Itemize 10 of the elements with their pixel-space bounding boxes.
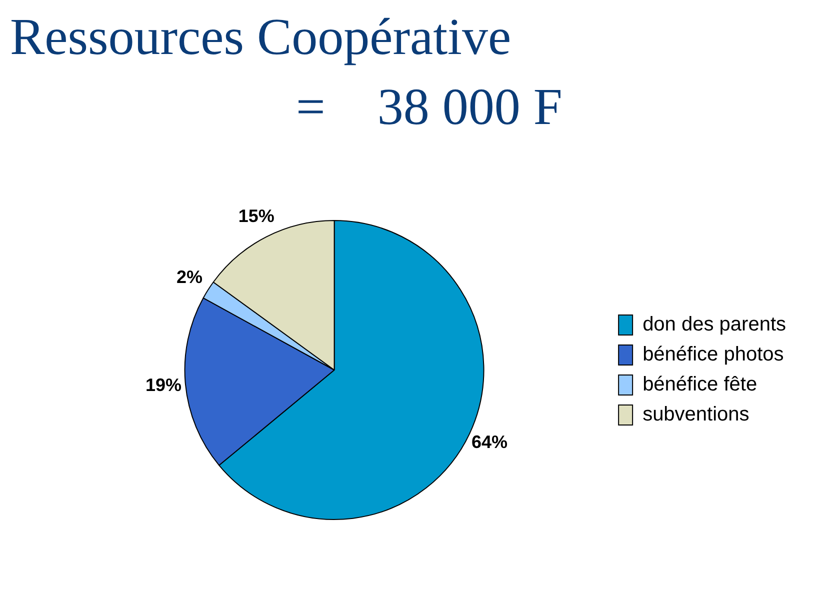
legend-label: bénéfice photos xyxy=(642,344,784,366)
legend-label: bénéfice fête xyxy=(642,374,758,396)
data-label: 15% xyxy=(238,206,274,226)
legend-label: subventions xyxy=(642,404,750,426)
data-label: 64% xyxy=(471,432,508,452)
chart-subtitle: = 38 000 F xyxy=(296,78,562,137)
chart-title: Ressources Coopérative xyxy=(10,8,512,67)
legend-label: don des parents xyxy=(642,314,786,336)
data-label: 19% xyxy=(146,375,182,396)
data-label: 2% xyxy=(176,267,202,288)
